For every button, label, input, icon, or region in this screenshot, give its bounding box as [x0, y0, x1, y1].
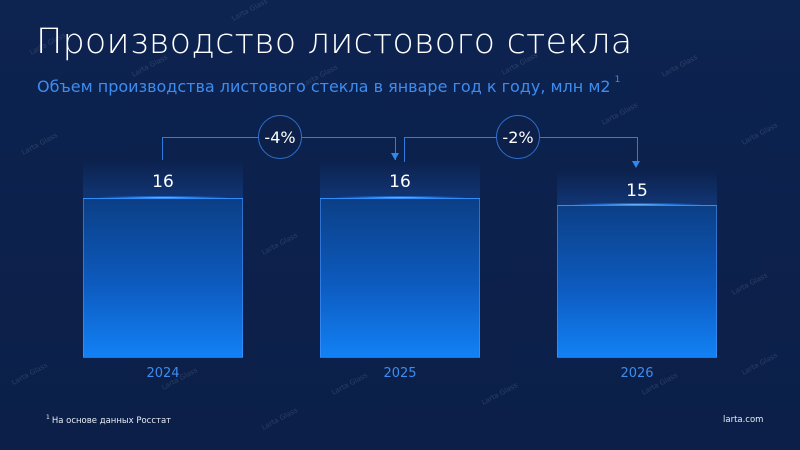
bar-highlight: [99, 196, 227, 199]
watermark: Larta Glass: [260, 406, 299, 432]
website-link[interactable]: larta.com: [723, 415, 764, 425]
watermark: Larta Glass: [230, 0, 269, 23]
footnote: 1 На основе данных Росстат: [46, 414, 171, 426]
bar-2025: 16: [320, 160, 480, 358]
bar-2026: 15: [557, 170, 717, 358]
bar-glow: [557, 170, 717, 205]
footnote-text: На основе данных Росстат: [51, 415, 172, 426]
bar-value: 15: [626, 181, 648, 201]
watermark: Larta Glass: [660, 53, 699, 79]
bar-fill: [83, 198, 243, 358]
watermark: Larta Glass: [600, 101, 639, 127]
watermark: Larta Glass: [10, 361, 49, 387]
watermark: Larta Glass: [730, 271, 769, 297]
change-badge: -2%: [496, 115, 540, 159]
year-label: 2026: [620, 366, 654, 381]
bar-highlight: [336, 196, 464, 199]
chart-subtitle: Объем производства листового стекла в ян…: [37, 75, 621, 96]
bar-glow: [83, 160, 243, 198]
watermark: Larta Glass: [20, 131, 59, 157]
subtitle-text: Объем производства листового стекла в ян…: [37, 77, 611, 96]
bar-highlight: [573, 203, 701, 206]
watermark: Larta Glass: [740, 351, 779, 377]
watermark: Larta Glass: [480, 381, 519, 407]
bar-value: 16: [389, 172, 411, 192]
bar-fill: [557, 205, 717, 358]
bar-value: 16: [152, 172, 174, 192]
watermark: Larta Glass: [740, 121, 779, 147]
bar-2024: 16: [83, 160, 243, 358]
year-label: 2025: [383, 366, 417, 381]
change-badge: -4%: [258, 115, 302, 159]
arrow-down-icon: [632, 161, 640, 168]
bar-glow: [320, 160, 480, 198]
year-label: 2024: [146, 366, 180, 381]
page-title: Производство листового стекла: [36, 22, 633, 62]
bar-fill: [320, 198, 480, 358]
footnote-mark: 1: [46, 414, 50, 421]
watermark: Larta Glass: [260, 231, 299, 257]
arrow-down-icon: [391, 153, 399, 160]
footnote-mark: 1: [614, 75, 621, 85]
